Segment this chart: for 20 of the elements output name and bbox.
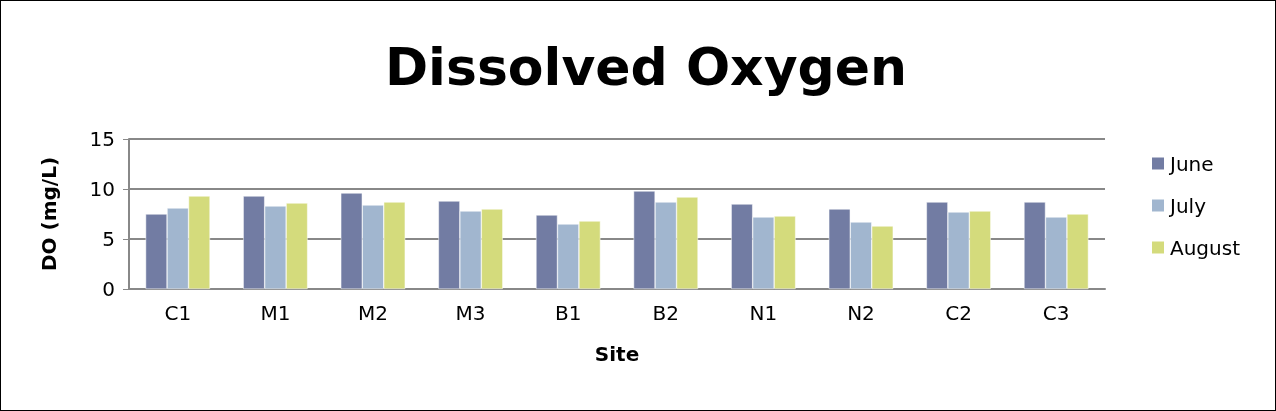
x-tick-label: M2 — [358, 301, 388, 325]
y-tick-label: 0 — [102, 277, 115, 301]
x-tick-label: C3 — [1042, 301, 1070, 325]
legend-label: June — [1168, 151, 1214, 176]
y-tick-label: 5 — [102, 227, 115, 251]
x-tick-label: N1 — [749, 301, 778, 325]
x-tick-label: N2 — [847, 301, 875, 325]
y-tick-label: 10 — [89, 177, 115, 201]
x-tick-label: M1 — [260, 301, 291, 325]
y-tick-label: 15 — [89, 127, 115, 151]
x-tick-label: B2 — [652, 301, 680, 325]
chart-title: Dissolved Oxygen — [384, 37, 908, 97]
x-tick-label: C2 — [945, 301, 972, 325]
x-tick-label: B1 — [554, 301, 582, 325]
x-tick-label: M3 — [455, 301, 486, 325]
legend-label: August — [1170, 235, 1241, 260]
x-tick-label: C1 — [164, 301, 192, 325]
legend-label: July — [1168, 193, 1207, 218]
x-axis-title: Site — [594, 342, 640, 366]
y-axis-title: DO (mg/L) — [37, 156, 61, 272]
